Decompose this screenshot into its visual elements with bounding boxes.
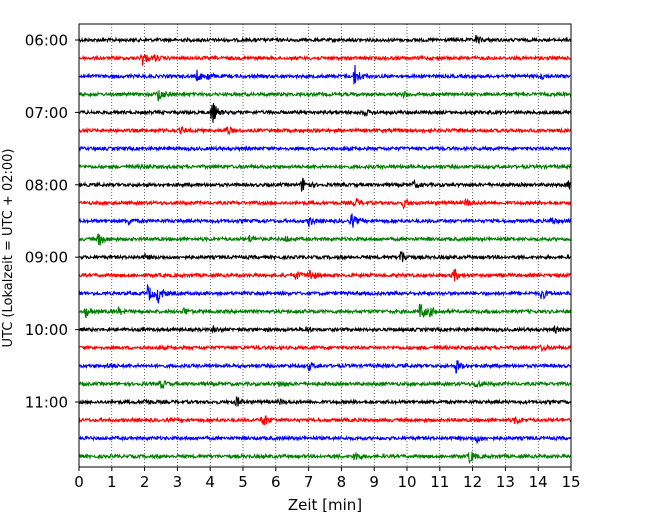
trace-0845: [78, 233, 572, 246]
trace-1030: [78, 360, 572, 374]
x-tick-label: 3: [173, 473, 183, 491]
trace-1015: [78, 343, 572, 353]
x-tick-label: 9: [369, 473, 379, 491]
x-axis-ticks: 0 1 2 3 4 5 6 7 8 9 10 11 12 13 14 15: [74, 467, 581, 491]
x-tick-label: 11: [430, 473, 449, 491]
x-tick-label: 15: [561, 473, 580, 491]
x-tick-label: 7: [304, 473, 314, 491]
y-tick-label: 10:00: [25, 321, 68, 339]
trace-0600: [78, 34, 572, 45]
x-tick-label: 0: [74, 473, 84, 491]
trace-1115: [78, 415, 572, 426]
trace-0815: [78, 197, 572, 210]
x-tick-label: 6: [271, 473, 281, 491]
x-tick-label: 13: [496, 473, 515, 491]
y-axis-label: UTC (Lokalzeit = UTC + 02:00): [1, 149, 16, 348]
x-tick-label: 2: [140, 473, 150, 491]
y-tick-label: 11:00: [25, 394, 68, 412]
plot-frame: [78, 23, 572, 468]
trace-0615: [78, 54, 572, 66]
trace-0715: [78, 125, 572, 135]
trace-0945: [78, 303, 572, 319]
trace-0800: [78, 177, 572, 193]
x-tick-label: 10: [397, 473, 416, 491]
trace-1000: [78, 324, 572, 334]
y-tick-label: 08:00: [25, 176, 68, 194]
trace-0700: [78, 103, 572, 123]
trace-0630: [78, 64, 572, 85]
x-tick-label: 14: [529, 473, 548, 491]
x-tick-label: 5: [238, 473, 248, 491]
trace-0900: [78, 251, 572, 263]
y-tick-label: 06:00: [25, 32, 68, 50]
trace-0645: [78, 90, 572, 102]
grid-lines: [111, 24, 539, 467]
y-axis-ticks: 06:00 07:00 08:00 09:00 10:00 11:00: [25, 32, 79, 412]
y-tick-label: 07:00: [25, 104, 68, 122]
y-tick-label: 09:00: [25, 249, 68, 267]
x-tick-label: 4: [205, 473, 215, 491]
trace-0915: [78, 268, 572, 282]
x-tick-label: 12: [463, 473, 482, 491]
x-tick-label: 8: [337, 473, 347, 491]
trace-0745: [78, 163, 572, 171]
trace-0930: [78, 283, 572, 304]
trace-1130: [78, 434, 572, 444]
trace-0730: [78, 144, 572, 153]
x-tick-label: 1: [107, 473, 117, 491]
seismic-traces: [78, 34, 572, 465]
trace-1100: [78, 396, 572, 407]
trace-1145: [78, 451, 572, 465]
trace-0830: [78, 213, 572, 228]
x-axis-label: Zeit [min]: [288, 496, 362, 514]
trace-1045: [78, 379, 572, 390]
